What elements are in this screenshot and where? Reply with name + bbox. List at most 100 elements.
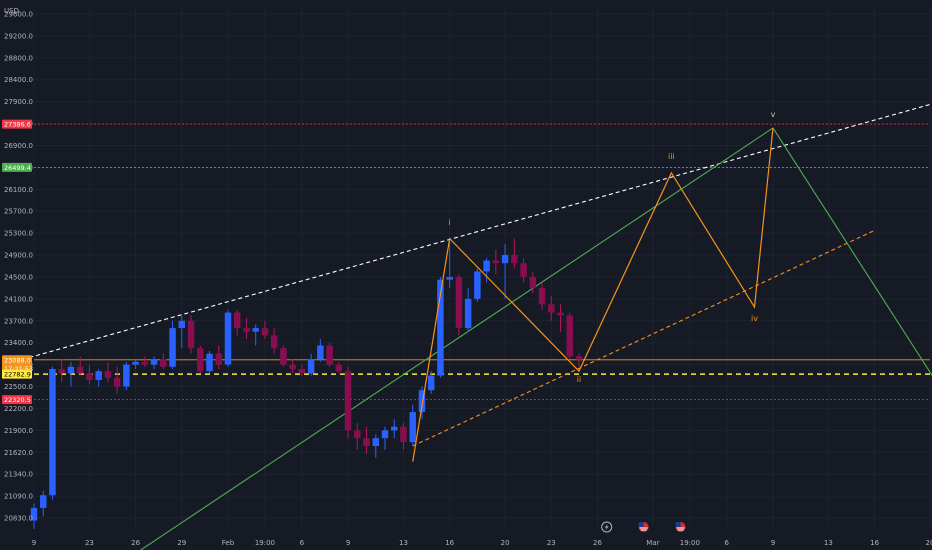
time-tick-label: 6 <box>300 539 305 547</box>
candle-body <box>30 507 38 521</box>
trendline-lower-channel <box>412 229 875 447</box>
candle-body <box>206 353 213 372</box>
candle-body <box>354 430 361 439</box>
wave-polyline <box>412 127 774 462</box>
price-tick-label: 29200.0 <box>4 32 33 40</box>
candle-body <box>261 328 269 336</box>
candle-body <box>169 328 176 367</box>
candle-body <box>141 361 149 365</box>
wave-label: iv <box>751 314 758 323</box>
candle-body <box>492 260 500 264</box>
flash-glyph <box>604 524 609 530</box>
candle-body <box>67 366 75 374</box>
candle-body <box>566 315 573 357</box>
candle-body <box>418 390 426 413</box>
price-tick-label: 22500.0 <box>4 383 33 391</box>
trend-lines <box>29 103 932 550</box>
candle-body <box>548 304 555 313</box>
time-tick-label: 20 <box>501 539 510 547</box>
price-tick-label: 29600.0 <box>4 11 33 19</box>
candle-body <box>104 371 112 378</box>
candle-body <box>381 430 389 439</box>
trendline-green-down <box>772 127 932 377</box>
price-tag <box>2 119 32 129</box>
price-lines <box>34 123 930 401</box>
price-tick-label: 23700.0 <box>4 317 33 325</box>
candle-body <box>511 255 518 264</box>
price-tag <box>2 369 32 379</box>
time-tick-label: 20 <box>926 539 932 547</box>
candle-body <box>243 328 250 332</box>
price-tag-label: 22320.5 <box>4 396 31 404</box>
candle-body <box>215 353 222 365</box>
time-tick-label: 16 <box>870 539 879 547</box>
candle-body <box>400 426 407 443</box>
elliott-wave-path <box>412 127 774 462</box>
price-tick-label: 24900.0 <box>4 252 33 260</box>
candle-body <box>289 364 296 369</box>
candle-body <box>252 328 259 332</box>
candle-body <box>270 335 278 349</box>
candle-body <box>455 276 463 329</box>
candle-body <box>233 312 241 329</box>
flag-canton <box>638 522 644 527</box>
time-tick-label: 26 <box>131 539 140 547</box>
time-axis[interactable]: 9 23 26 29 Feb 19:00 6 9 13 16 20 23 26 Mar 19:00 6 9 13 1… <box>32 539 932 547</box>
wave-label: i <box>449 218 451 227</box>
time-tick-label: 13 <box>399 539 408 547</box>
price-tick-label: 25300.0 <box>4 230 33 238</box>
candle-body <box>132 361 139 365</box>
price-tag <box>2 395 32 405</box>
price-tick-label: 28800.0 <box>4 54 33 62</box>
candle-body <box>520 263 527 277</box>
time-tick-label: Feb <box>222 539 235 547</box>
candle-body <box>391 426 398 431</box>
candle-body <box>335 364 343 372</box>
wave-label: v <box>771 110 776 119</box>
candle-body <box>123 364 130 387</box>
time-tick-label: 6 <box>725 539 730 547</box>
time-tick-label: 19:00 <box>680 539 700 547</box>
price-tag-label: 22782.9 <box>4 371 31 379</box>
time-tick-label: 23 <box>85 539 94 547</box>
candle-body <box>575 356 583 360</box>
candle-body <box>49 368 56 496</box>
price-tick-label: 24500.0 <box>4 273 33 281</box>
price-tag-countdown: 17:21:53 <box>4 365 33 373</box>
candle-body <box>280 348 287 365</box>
trendline-upper-channel <box>29 103 932 359</box>
price-tick-label: 24100.0 <box>4 295 33 303</box>
price-tick-label: 26900.0 <box>4 142 33 150</box>
candle-body <box>40 495 47 508</box>
time-tick-label: 26 <box>593 539 602 547</box>
wave-label: ii <box>577 375 581 384</box>
candle-body <box>197 348 204 372</box>
candle-body <box>95 371 102 380</box>
candle-body <box>427 375 435 391</box>
candle-body <box>446 276 453 280</box>
candle-body <box>483 260 490 272</box>
price-tag <box>2 162 32 172</box>
price-tick-label: 22200.0 <box>4 405 33 413</box>
candle-body <box>372 438 380 446</box>
time-tick-label: Mar <box>646 539 659 547</box>
price-tick-label: 21090.0 <box>4 493 33 501</box>
price-tick-label: 20830.0 <box>4 515 33 523</box>
price-tag-label: 27386.6 <box>4 121 31 129</box>
candle-body <box>474 271 481 299</box>
price-tick-label: 21620.0 <box>4 449 33 457</box>
candle-body <box>86 373 93 380</box>
price-tick-label: 25700.0 <box>4 208 33 216</box>
price-tick-label: 28400.0 <box>4 76 33 84</box>
candle-body <box>344 371 352 431</box>
candle-body <box>187 320 195 349</box>
candle-body <box>224 312 232 365</box>
candle-body <box>307 359 315 374</box>
time-tick-label: 19:00 <box>255 539 275 547</box>
wave-label: iii <box>668 152 675 161</box>
time-tick-label: 9 <box>771 539 775 547</box>
candle-body <box>464 298 472 329</box>
